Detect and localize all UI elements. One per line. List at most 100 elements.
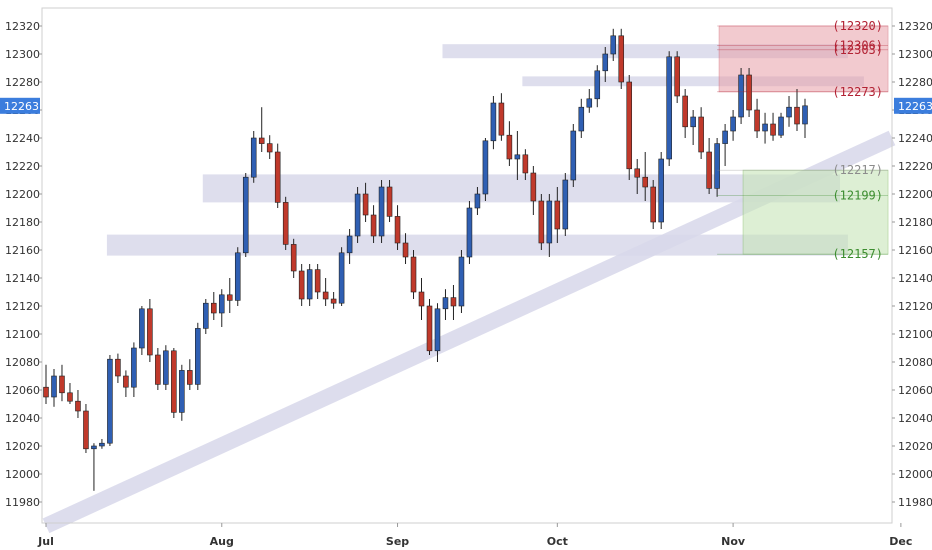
y-tick-label-right: 12320: [898, 20, 932, 33]
sell-zone: [718, 25, 889, 93]
candle-body: [203, 302, 209, 329]
candle: [434, 303, 441, 362]
candle: [139, 306, 145, 355]
candle-body: [266, 143, 273, 153]
candle: [123, 370, 129, 397]
y-tick-label-left: 12280: [5, 76, 40, 89]
level-label: (12199): [832, 188, 883, 202]
candle-body: [195, 328, 201, 385]
candle-body: [658, 158, 664, 223]
candle-body: [258, 137, 265, 144]
y-tick-label-left: 12220: [5, 160, 40, 173]
candle: [51, 369, 57, 407]
candle: [426, 299, 433, 355]
candle: [754, 98, 760, 138]
candle-body: [458, 256, 465, 307]
y-tick-label-right: 12060: [898, 384, 932, 397]
candle-body: [242, 176, 249, 254]
candle: [362, 182, 369, 222]
candle: [538, 194, 545, 250]
candle: [570, 124, 577, 187]
candle-body: [75, 400, 81, 412]
level-label: (12320): [832, 19, 883, 33]
y-tick-label-right: 12040: [898, 412, 932, 425]
candle-body: [786, 106, 792, 118]
candle: [83, 404, 89, 453]
candle-body: [322, 291, 329, 300]
candle-body: [578, 106, 585, 132]
candle-body: [290, 244, 297, 272]
candle-body: [386, 186, 393, 217]
x-tick-label: Sep: [386, 535, 409, 548]
candle: [330, 292, 337, 309]
candle-body: [115, 358, 121, 377]
candle-body: [171, 350, 177, 413]
candle-body: [91, 445, 97, 450]
candle-body: [211, 302, 217, 314]
level-label: (12157): [832, 247, 883, 261]
candle-body: [218, 294, 225, 314]
candle-body: [666, 56, 672, 160]
candle-body: [179, 370, 185, 413]
support-resistance-zone: [202, 174, 840, 203]
candle: [298, 264, 305, 306]
candle: [234, 247, 241, 306]
candle: [458, 250, 465, 313]
candle: [450, 285, 457, 320]
current-price-label-left: 12263: [4, 100, 39, 113]
candle: [658, 152, 664, 229]
candle: [226, 278, 233, 313]
candle-body: [522, 154, 529, 174]
candle: [762, 112, 768, 144]
candle-body: [754, 109, 760, 132]
candle: [43, 364, 49, 404]
y-tick-label-right: 12240: [898, 132, 932, 145]
candle: [211, 292, 217, 320]
candle-body: [490, 102, 497, 142]
candle: [282, 196, 289, 250]
plot-frame: [41, 7, 893, 524]
candle: [554, 187, 561, 243]
candle: [578, 98, 585, 138]
candle: [131, 342, 137, 397]
y-tick-label-left: 12040: [5, 412, 40, 425]
candle-layer: [43, 28, 808, 491]
candle: [602, 47, 609, 82]
candle-body: [474, 193, 481, 209]
candle-body: [402, 242, 409, 258]
candle: [586, 89, 593, 113]
candle: [354, 187, 361, 243]
candle-body: [187, 370, 193, 385]
candle: [274, 143, 281, 208]
candle: [266, 135, 273, 159]
candle-body: [802, 105, 808, 125]
candle-body: [610, 35, 617, 55]
candle: [59, 364, 65, 402]
level-label: (12217): [832, 163, 883, 177]
candle: [674, 51, 680, 103]
y-tick-label-left: 12180: [5, 216, 40, 229]
support-resistance-zone: [106, 234, 848, 256]
candle: [306, 264, 313, 306]
candle-body: [538, 200, 545, 244]
candle-body: [410, 256, 417, 293]
candle: [218, 289, 225, 327]
candle: [346, 229, 353, 264]
support-resistance-zone: [522, 76, 864, 87]
candle: [650, 180, 656, 229]
candle-body: [714, 143, 720, 189]
y-tick-label-left: 12000: [5, 468, 40, 481]
candle-body: [594, 70, 601, 100]
candle: [634, 159, 640, 194]
level-label: (12273): [832, 85, 883, 99]
y-tick-label-left: 12320: [5, 20, 40, 33]
axes-layer: 11980 11980 12000 12000 12020 12020 12040 12040…: [0, 7, 932, 548]
candle: [91, 443, 97, 491]
candle: [370, 205, 377, 243]
candle: [506, 121, 513, 166]
candle-body: [506, 134, 513, 160]
candle: [258, 107, 265, 152]
candle-body: [346, 235, 353, 254]
y-tick-label-left: 12240: [5, 132, 40, 145]
